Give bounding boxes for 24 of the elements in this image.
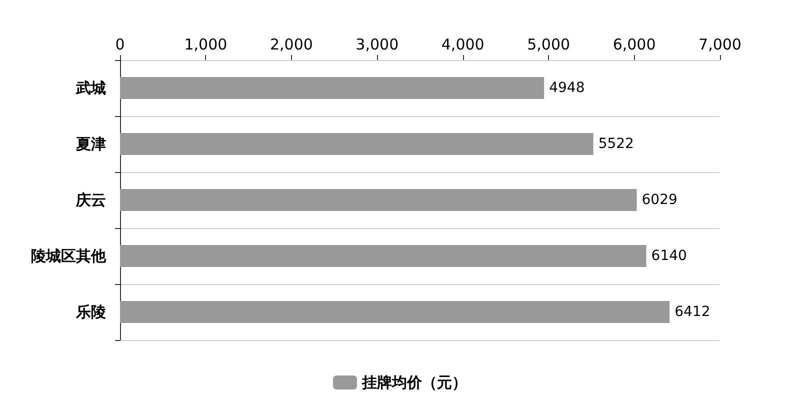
- legend-label: 挂牌均价（元）: [361, 374, 467, 392]
- x-tick-label: 4,000: [441, 36, 484, 54]
- x-tick-label: 1,000: [184, 36, 228, 54]
- y-tick-label: 夏津: [75, 135, 106, 153]
- bar: [120, 77, 544, 99]
- data-label: 6029: [642, 192, 678, 208]
- bar: [120, 301, 670, 323]
- y-tick-label: 陵城区其他: [31, 247, 107, 265]
- data-label: 6412: [674, 304, 710, 320]
- x-tick-label: 5,000: [527, 36, 570, 54]
- data-label: 4948: [549, 80, 585, 96]
- bar: [120, 133, 594, 155]
- x-tick-label: 6,000: [612, 36, 656, 54]
- data-label: 6140: [651, 248, 687, 264]
- y-tick-label: 武城: [75, 79, 106, 97]
- x-tick-label: 3,000: [356, 36, 399, 54]
- x-tick-label: 7,000: [698, 36, 742, 54]
- bar: [120, 245, 646, 267]
- y-tick-label: 庆云: [75, 191, 106, 209]
- data-label: 5522: [598, 136, 634, 152]
- bar: [120, 189, 637, 211]
- y-tick-label: 乐陵: [75, 303, 106, 321]
- x-tick-label: 0: [115, 36, 125, 54]
- x-tick-label: 2,000: [270, 36, 313, 54]
